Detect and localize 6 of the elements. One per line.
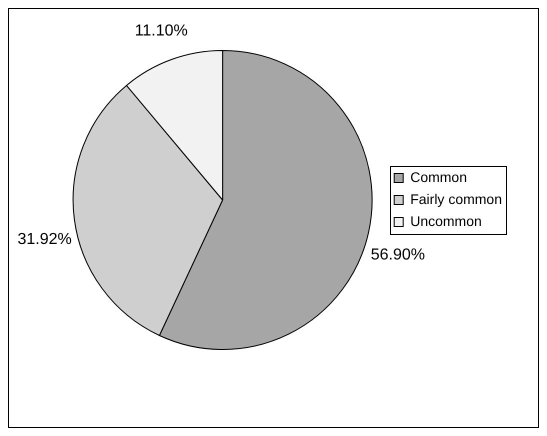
- data-label: 56.90%: [370, 246, 425, 264]
- data-label: 31.92%: [18, 230, 72, 248]
- legend-label: Uncommon: [410, 212, 482, 229]
- legend-label: Fairly common: [410, 190, 502, 207]
- legend-label: Common: [410, 168, 468, 185]
- data-label: 11.10%: [134, 22, 188, 40]
